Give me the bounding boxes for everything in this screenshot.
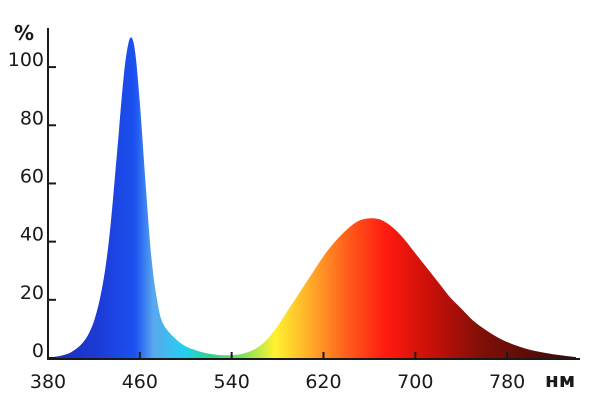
y-tick-label: 100 xyxy=(8,49,44,71)
y-tick-label: 20 xyxy=(20,282,44,304)
x-tick-label: 540 xyxy=(214,371,250,393)
y-axis-label: % xyxy=(14,21,34,45)
y-tick-label: 0 xyxy=(32,340,44,362)
y-tick-label: 40 xyxy=(20,224,44,246)
x-axis-ticks: 380 460 540 620 700 780 xyxy=(30,352,525,393)
x-tick-label: 780 xyxy=(489,371,525,393)
x-tick-label: 380 xyxy=(30,371,66,393)
x-tick-label: 620 xyxy=(305,371,341,393)
y-axis-ticks: 0 20 40 60 80 100 xyxy=(8,49,56,362)
x-tick-label: 460 xyxy=(122,371,158,393)
spectrum-area xyxy=(48,37,576,359)
y-tick-label: 60 xyxy=(20,165,44,187)
x-tick-label: 700 xyxy=(397,371,433,393)
y-tick-label: 80 xyxy=(20,107,44,129)
x-axis-label: нм xyxy=(545,368,575,392)
